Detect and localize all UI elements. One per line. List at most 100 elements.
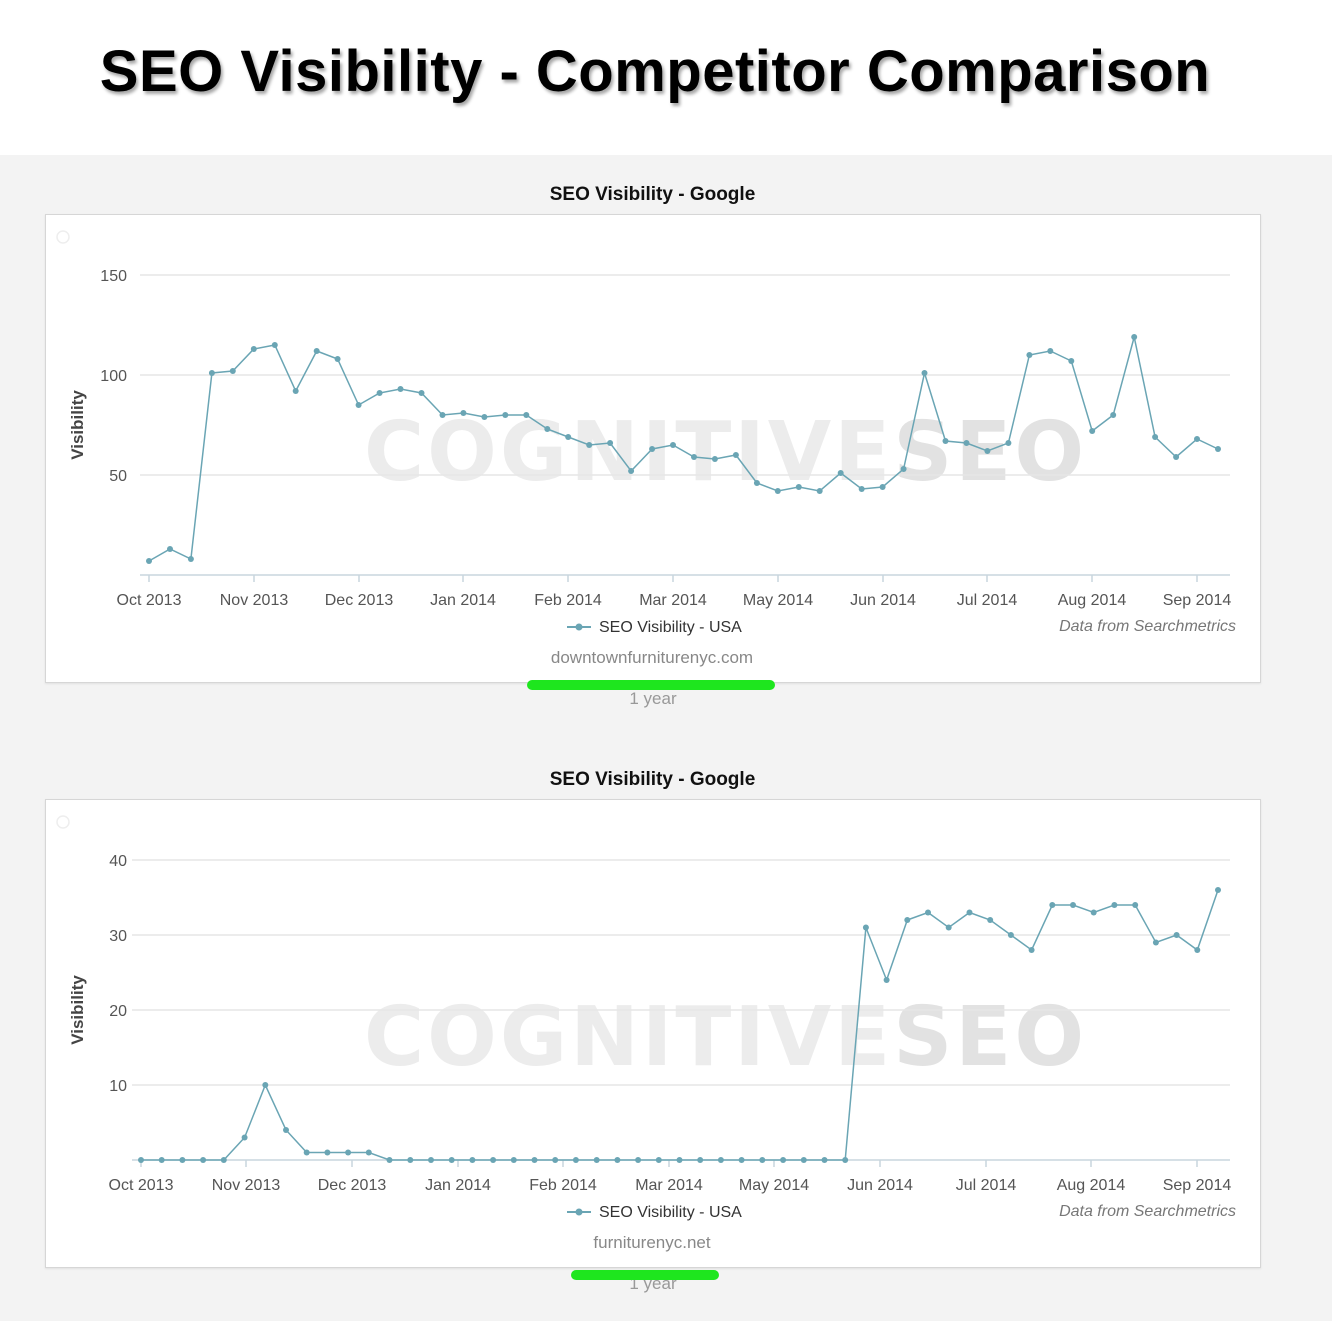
data-point xyxy=(167,546,173,552)
data-point xyxy=(1068,358,1075,364)
x-tick-label: Nov 2013 xyxy=(220,592,289,609)
data-point xyxy=(586,442,593,448)
data-point xyxy=(1047,348,1054,354)
legend-marker xyxy=(575,1208,583,1216)
data-credit: Data from Searchmetrics xyxy=(1059,618,1236,635)
data-point xyxy=(146,558,152,564)
y-tick-label: 100 xyxy=(100,368,127,385)
chart-svg-1: COGNITIVESEO 50 100 150 Oct 2013 Nov 2013 Dec … xyxy=(56,230,1236,667)
data-point xyxy=(531,1157,538,1163)
data-point xyxy=(1090,909,1097,916)
chart-panel-2: COGNITIVESEO 10 20 30 40 Oct 2013 Nov 2013 Dec … xyxy=(45,799,1261,1268)
x-tick-label: Mar 2014 xyxy=(635,1177,703,1194)
data-point xyxy=(1215,446,1221,452)
data-point xyxy=(883,977,890,983)
data-point xyxy=(460,410,467,416)
data-point xyxy=(428,1157,434,1163)
data-point xyxy=(324,1149,331,1156)
data-point xyxy=(469,1157,476,1163)
domain-label: furniturenyc.net xyxy=(593,1233,710,1252)
x-tick-label: Feb 2014 xyxy=(534,592,602,609)
watermark-part-2: SEO xyxy=(893,990,1087,1085)
y-tick-label: 40 xyxy=(109,853,127,870)
data-point xyxy=(780,1157,787,1163)
data-point xyxy=(614,1157,621,1163)
watermark-part-2: SEO xyxy=(893,405,1087,500)
data-credit: Data from Searchmetrics xyxy=(1059,1203,1236,1220)
data-point xyxy=(138,1157,144,1163)
y-tick-label: 20 xyxy=(109,1003,127,1020)
x-tick-label: Jul 2014 xyxy=(957,592,1018,609)
data-point xyxy=(759,1157,766,1163)
data-point xyxy=(439,412,446,418)
data-point xyxy=(1005,440,1012,446)
data-point xyxy=(945,924,952,931)
range-label-1[interactable]: 1 year xyxy=(629,689,677,708)
legend-label: SEO Visibility - USA xyxy=(599,619,742,636)
data-point xyxy=(262,1082,269,1088)
x-tick-label: Sep 2014 xyxy=(1163,592,1232,609)
data-point xyxy=(544,426,551,432)
data-point xyxy=(655,1157,662,1163)
data-point xyxy=(250,346,257,352)
y-axis-title: Visibility xyxy=(68,975,87,1045)
x-tick-label: Oct 2013 xyxy=(117,592,182,609)
data-point xyxy=(1026,352,1033,358)
watermark: COGNITIVESEO xyxy=(364,405,1087,500)
data-point xyxy=(837,470,844,476)
data-point xyxy=(691,454,697,460)
data-point xyxy=(1111,902,1118,908)
data-point xyxy=(607,440,614,446)
data-point xyxy=(1049,902,1056,908)
x-tick-label: Jul 2014 xyxy=(956,1177,1017,1194)
chart-title-2: SEO Visibility - Google xyxy=(549,769,756,790)
watermark-part-1: COGNITIVE xyxy=(364,405,893,500)
data-point xyxy=(271,342,278,348)
x-tick-label: Feb 2014 xyxy=(529,1177,597,1194)
x-tick-label: Dec 2013 xyxy=(318,1177,387,1194)
data-point xyxy=(711,456,718,462)
panel-corner-circle xyxy=(56,230,70,244)
x-tick-label: Dec 2013 xyxy=(325,592,394,609)
data-point xyxy=(984,448,991,454)
data-point xyxy=(1194,947,1201,953)
series-line xyxy=(148,336,1219,562)
data-point xyxy=(842,1157,849,1163)
data-point xyxy=(1132,902,1139,908)
data-point xyxy=(966,909,973,916)
data-point xyxy=(283,1127,289,1133)
data-point xyxy=(552,1157,559,1163)
data-point xyxy=(345,1149,352,1156)
data-point xyxy=(904,917,911,923)
data-point xyxy=(753,480,760,486)
data-point xyxy=(987,917,994,923)
x-tick-label: Aug 2014 xyxy=(1058,592,1127,609)
data-point xyxy=(1173,454,1180,460)
data-point xyxy=(200,1157,207,1163)
watermark: COGNITIVESEO xyxy=(364,990,1087,1085)
legend-label: SEO Visibility - USA xyxy=(599,1204,742,1221)
data-point xyxy=(241,1134,248,1141)
data-point xyxy=(1110,412,1117,418)
data-point xyxy=(481,414,488,420)
range-highlight-1 xyxy=(527,680,775,690)
data-point xyxy=(628,468,635,474)
data-point xyxy=(418,390,425,396)
data-point xyxy=(732,452,739,458)
data-point xyxy=(1152,434,1159,440)
data-point xyxy=(635,1157,642,1163)
data-point xyxy=(510,1157,517,1163)
y-tick-label: 10 xyxy=(109,1078,127,1095)
data-point xyxy=(942,438,949,444)
data-point xyxy=(1215,887,1221,893)
data-point xyxy=(697,1157,704,1163)
data-point xyxy=(900,466,907,472)
data-point xyxy=(1007,932,1014,938)
data-point xyxy=(858,486,865,492)
data-point xyxy=(179,1157,186,1163)
data-point xyxy=(963,440,970,446)
x-tick-label: Sep 2014 xyxy=(1163,1177,1232,1194)
x-tick-label: Jan 2014 xyxy=(430,592,496,609)
data-point xyxy=(676,1157,683,1163)
data-point xyxy=(502,412,509,418)
